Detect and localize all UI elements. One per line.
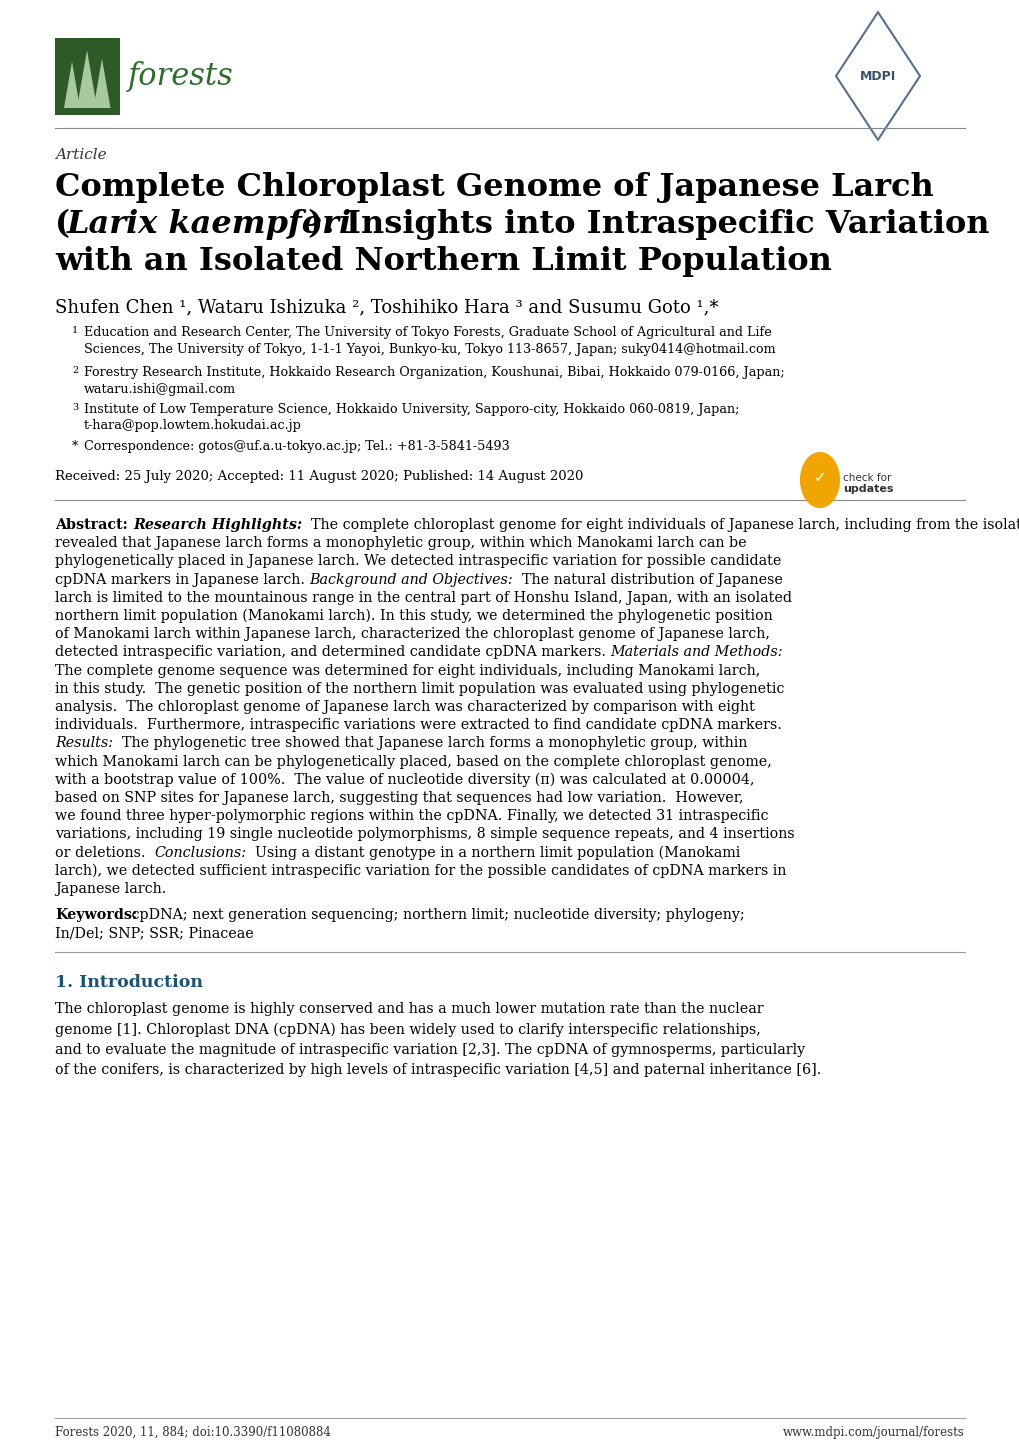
- Text: Forests 2020, 11, 884; doi:10.3390/f11080884: Forests 2020, 11, 884; doi:10.3390/f1108…: [55, 1426, 330, 1439]
- Text: The natural distribution of Japanese: The natural distribution of Japanese: [513, 572, 783, 587]
- Text: Shufen Chen ¹, Wataru Ishizuka ², Toshihiko Hara ³ and Susumu Goto ¹,*: Shufen Chen ¹, Wataru Ishizuka ², Toshih…: [55, 298, 717, 316]
- Text: which Manokami larch can be phylogenetically placed, based on the complete chlor: which Manokami larch can be phylogenetic…: [55, 754, 771, 769]
- Text: Larix kaempferi: Larix kaempferi: [67, 209, 352, 239]
- Circle shape: [800, 453, 839, 508]
- Text: Using a distant genotype in a northern limit population (Manokami: Using a distant genotype in a northern l…: [247, 845, 740, 859]
- Text: in this study.  The genetic position of the northern limit population was evalua: in this study. The genetic position of t…: [55, 682, 784, 696]
- Text: forests: forests: [127, 61, 233, 91]
- Text: updates: updates: [842, 485, 893, 495]
- Text: Article: Article: [55, 149, 107, 162]
- Text: ): Insights into Intraspecific Variation: ): Insights into Intraspecific Variation: [308, 209, 988, 241]
- Polygon shape: [76, 50, 97, 108]
- Text: Complete Chloroplast Genome of Japanese Larch: Complete Chloroplast Genome of Japanese …: [55, 172, 932, 203]
- Text: www.mdpi.com/journal/forests: www.mdpi.com/journal/forests: [783, 1426, 964, 1439]
- Polygon shape: [836, 12, 919, 140]
- Text: Forestry Research Institute, Hokkaido Research Organization, Koushunai, Bibai, H: Forestry Research Institute, Hokkaido Re…: [84, 366, 784, 395]
- Text: Research Highlights:: Research Highlights:: [132, 518, 302, 532]
- Text: MDPI: MDPI: [859, 69, 896, 82]
- Text: The chloroplast genome is highly conserved and has a much lower mutation rate th: The chloroplast genome is highly conserv…: [55, 1002, 820, 1077]
- Text: check for: check for: [842, 473, 891, 483]
- Text: phylogenetically placed in Japanese larch. We detected intraspecific variation f: phylogenetically placed in Japanese larc…: [55, 554, 781, 568]
- Text: 1. Introduction: 1. Introduction: [55, 975, 203, 992]
- Text: larch), we detected sufficient intraspecific variation for the possible candidat: larch), we detected sufficient intraspec…: [55, 864, 786, 878]
- Text: northern limit population (Manokami larch). In this study, we determined the phy: northern limit population (Manokami larc…: [55, 609, 772, 623]
- Text: Institute of Low Temperature Science, Hokkaido University, Sapporo-city, Hokkaid: Institute of Low Temperature Science, Ho…: [84, 402, 739, 433]
- Text: cpDNA markers in Japanese larch.: cpDNA markers in Japanese larch.: [55, 572, 309, 587]
- Text: Conclusions:: Conclusions:: [154, 845, 247, 859]
- Text: The phylogenetic tree showed that Japanese larch forms a monophyletic group, wit: The phylogenetic tree showed that Japane…: [113, 737, 747, 750]
- Text: 1: 1: [72, 326, 78, 335]
- Text: of Manokami larch within Japanese larch, characterized the chloroplast genome of: of Manokami larch within Japanese larch,…: [55, 627, 769, 642]
- Text: variations, including 19 single nucleotide polymorphisms, 8 simple sequence repe: variations, including 19 single nucleoti…: [55, 828, 794, 841]
- Text: Education and Research Center, The University of Tokyo Forests, Graduate School : Education and Research Center, The Unive…: [84, 326, 774, 356]
- Text: Results:: Results:: [55, 737, 113, 750]
- Text: *: *: [72, 440, 78, 453]
- FancyBboxPatch shape: [55, 37, 120, 115]
- Text: larch is limited to the mountainous range in the central part of Honshu Island, : larch is limited to the mountainous rang…: [55, 591, 791, 604]
- Text: Japanese larch.: Japanese larch.: [55, 883, 166, 895]
- Polygon shape: [64, 62, 79, 108]
- Text: analysis.  The chloroplast genome of Japanese larch was characterized by compari: analysis. The chloroplast genome of Japa…: [55, 699, 754, 714]
- Text: Keywords:: Keywords:: [55, 908, 138, 923]
- Text: or deletions.: or deletions.: [55, 845, 154, 859]
- Text: 3: 3: [72, 402, 78, 412]
- Text: based on SNP sites for Japanese larch, suggesting that sequences had low variati: based on SNP sites for Japanese larch, s…: [55, 792, 743, 805]
- Text: 2: 2: [72, 366, 78, 375]
- Text: cpDNA; next generation sequencing; northern limit; nucleotide diversity; phyloge: cpDNA; next generation sequencing; north…: [127, 908, 744, 923]
- Text: Materials and Methods:: Materials and Methods:: [610, 646, 783, 659]
- Text: detected intraspecific variation, and determined candidate cpDNA markers.: detected intraspecific variation, and de…: [55, 646, 610, 659]
- Text: The complete chloroplast genome for eight individuals of Japanese larch, includi: The complete chloroplast genome for eigh…: [302, 518, 1019, 532]
- Text: In/Del; SNP; SSR; Pinaceae: In/Del; SNP; SSR; Pinaceae: [55, 926, 254, 940]
- Text: Correspondence: gotos@uf.a.u-tokyo.ac.jp; Tel.: +81-3-5841-5493: Correspondence: gotos@uf.a.u-tokyo.ac.jp…: [84, 440, 510, 453]
- Text: Background and Objectives:: Background and Objectives:: [309, 572, 513, 587]
- Text: The complete genome sequence was determined for eight individuals, including Man: The complete genome sequence was determi…: [55, 663, 759, 678]
- Text: (: (: [55, 209, 70, 239]
- Text: Received: 25 July 2020; Accepted: 11 August 2020; Published: 14 August 2020: Received: 25 July 2020; Accepted: 11 Aug…: [55, 470, 583, 483]
- Text: revealed that Japanese larch forms a monophyletic group, within which Manokami l: revealed that Japanese larch forms a mon…: [55, 536, 746, 551]
- Polygon shape: [94, 59, 110, 108]
- Text: with an Isolated Northern Limit Population: with an Isolated Northern Limit Populati…: [55, 247, 832, 277]
- Text: we found three hyper-polymorphic regions within the cpDNA. Finally, we detected : we found three hyper-polymorphic regions…: [55, 809, 767, 823]
- Text: with a bootstrap value of 100%.  The value of nucleotide diversity (π) was calcu: with a bootstrap value of 100%. The valu…: [55, 773, 754, 787]
- Text: Abstract:: Abstract:: [55, 518, 132, 532]
- Text: ✓: ✓: [813, 470, 825, 485]
- Text: individuals.  Furthermore, intraspecific variations were extracted to find candi: individuals. Furthermore, intraspecific …: [55, 718, 782, 733]
